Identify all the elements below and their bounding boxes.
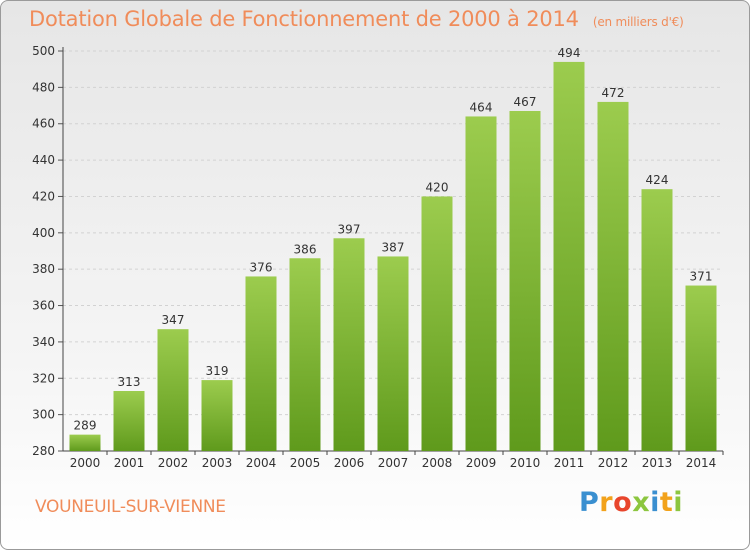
y-tick-label: 460 <box>32 117 55 131</box>
bar-2007 <box>377 256 409 451</box>
x-tick-label: 2010 <box>510 456 541 470</box>
bar-2009 <box>465 116 497 452</box>
logo-letter: t <box>659 487 674 518</box>
y-tick-label: 340 <box>32 335 55 349</box>
x-tick-label: 2001 <box>114 456 145 470</box>
x-tick-label: 2002 <box>158 456 189 470</box>
bar-2001 <box>113 391 145 451</box>
bar-2012 <box>597 101 629 451</box>
bar-2011 <box>553 61 585 452</box>
bar-value-label: 347 <box>162 313 185 327</box>
y-tick-label: 420 <box>32 189 55 203</box>
bar-value-label: 424 <box>646 173 669 187</box>
location-name: VOUNEUIL-SUR-VIENNE <box>35 497 226 517</box>
y-tick-label: 440 <box>32 153 55 167</box>
y-tick-label: 380 <box>32 262 55 276</box>
bars <box>69 61 717 452</box>
logo-letter: r <box>599 487 614 518</box>
bar-2004 <box>245 276 277 451</box>
y-tick-label: 400 <box>32 226 55 240</box>
bar-value-label: 464 <box>470 100 493 114</box>
bar-2000 <box>69 434 101 451</box>
bar-value-label: 313 <box>118 375 141 389</box>
x-tick-label: 2006 <box>334 456 365 470</box>
bar-2010 <box>509 111 541 451</box>
bar-value-label: 472 <box>602 86 625 100</box>
bar-value-label: 371 <box>690 270 713 284</box>
labels: 280 300 320 340 360 380 400 420 440 460 480 500 289 2… <box>32 44 716 470</box>
chart-title: Dotation Globale de Fonctionnement de 20… <box>29 7 684 31</box>
chart-subtitle: (en milliers d'€) <box>592 15 684 29</box>
bar-2013 <box>641 189 673 451</box>
y-tick-label: 320 <box>32 371 55 385</box>
bar-value-label: 289 <box>74 419 97 433</box>
bar-2003 <box>201 380 233 451</box>
x-tick-label: 2013 <box>642 456 673 470</box>
x-tick-label: 2003 <box>202 456 233 470</box>
bar-value-label: 420 <box>426 180 449 194</box>
chart-title-text: Dotation Globale de Fonctionnement de 20… <box>29 7 579 31</box>
bar-2002 <box>157 329 189 451</box>
logo-letter: x <box>632 487 651 518</box>
bar-value-label: 467 <box>514 95 537 109</box>
y-tick-label: 300 <box>32 408 55 422</box>
x-tick-label: 2004 <box>246 456 277 470</box>
bar-2008 <box>421 196 453 451</box>
bar-value-label: 319 <box>206 364 229 378</box>
logo-letter: P <box>579 487 600 518</box>
y-tick-label: 360 <box>32 299 55 313</box>
logo-letter: i <box>673 487 684 518</box>
bar-value-label: 397 <box>338 222 361 236</box>
bar-value-label: 376 <box>250 260 273 274</box>
bar-value-label: 387 <box>382 240 405 254</box>
logo-letter: o <box>613 487 633 518</box>
x-tick-label: 2008 <box>422 456 453 470</box>
bar-value-label: 386 <box>294 242 317 256</box>
logo-letter: i <box>650 487 660 518</box>
bar-2014 <box>685 285 717 451</box>
x-tick-label: 2009 <box>466 456 497 470</box>
x-tick-label: 2014 <box>686 456 717 470</box>
bar-2006 <box>333 238 365 451</box>
bar-value-label: 494 <box>558 46 581 60</box>
y-tick-label: 480 <box>32 80 55 94</box>
x-tick-label: 2005 <box>290 456 321 470</box>
y-tick-label: 500 <box>32 44 55 58</box>
x-tick-label: 2000 <box>70 456 101 470</box>
x-tick-label: 2007 <box>378 456 409 470</box>
proxiti-logo: Proxiti <box>579 487 683 518</box>
bar-2005 <box>289 258 321 451</box>
x-tick-label: 2012 <box>598 456 629 470</box>
x-tick-label: 2011 <box>554 456 585 470</box>
y-tick-label: 280 <box>32 444 55 458</box>
